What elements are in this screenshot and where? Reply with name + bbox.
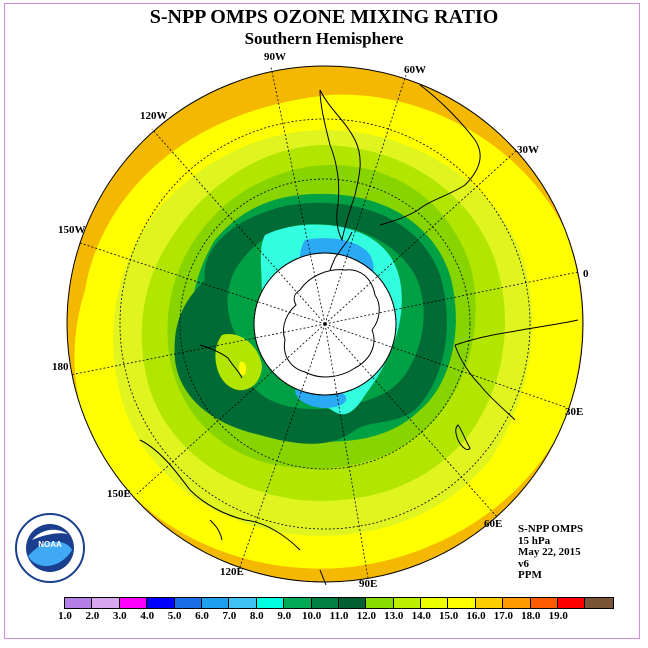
lon-label-0: 0	[583, 268, 589, 280]
colorbar-swatch	[338, 598, 367, 608]
colorbar-swatch	[503, 598, 531, 608]
coast-madagascar	[455, 424, 471, 451]
figure-frame	[4, 3, 640, 639]
colorbar-label: 15.0	[438, 610, 459, 622]
lon-label-150e: 150E	[107, 488, 131, 500]
info-date: May 22, 2015	[518, 546, 581, 558]
colorbar-swatch	[311, 598, 339, 608]
lon-label-60e: 60E	[484, 518, 503, 530]
lon-label-90w: 90W	[264, 51, 286, 63]
colorbar-swatch	[256, 598, 285, 608]
lon-label-150w: 150W	[58, 224, 86, 236]
colorbar-label: 18.0	[521, 610, 541, 622]
contour-lime-island	[215, 334, 262, 391]
colorbar-swatch	[92, 598, 120, 608]
lon-label-30w: 30W	[517, 144, 539, 156]
colorbar-label: 19.0	[548, 610, 568, 622]
colorbar-label: 5.0	[167, 610, 182, 622]
colorbar-swatch	[65, 598, 93, 608]
map-title: S-NPP OMPS OZONE MIXING RATIO	[149, 6, 499, 28]
info-block: S-NPP OMPS 15 hPa May 22, 2015 v6 PPM	[518, 523, 584, 582]
logo-text: NOAA	[38, 540, 62, 549]
colorbar-swatch	[421, 598, 449, 608]
colorbar-label: 2.0	[85, 610, 100, 622]
info-level: 15 hPa	[518, 534, 551, 547]
colorbar-label: 14.0	[411, 610, 431, 622]
coast-antarctic-peninsula	[329, 231, 353, 271]
colorbar	[64, 597, 614, 609]
colorbar-swatch	[448, 598, 476, 608]
colorbar-label: 13.0	[384, 610, 404, 622]
colorbar-label: 16.0	[466, 610, 486, 622]
colorbar-label: 17.0	[493, 610, 514, 622]
colorbar-swatch	[558, 598, 586, 608]
colorbar-swatch	[147, 598, 175, 608]
colorbar-label: 1.0	[58, 610, 72, 622]
lon-label-90e: 90E	[359, 578, 378, 590]
coast-australia	[139, 439, 301, 551]
map-subtitle: Southern Hemisphere	[244, 29, 404, 48]
colorbar-swatch	[229, 598, 257, 608]
lon-label-120e: 120E	[220, 566, 244, 578]
colorbar-label: 6.0	[195, 610, 209, 622]
colorbar-label: 8.0	[249, 610, 264, 622]
colorbar-swatch	[366, 598, 394, 608]
coast-south-america	[319, 89, 361, 242]
colorbar-label: 7.0	[222, 610, 237, 622]
lon-label-120w: 120W	[140, 110, 168, 122]
noaa-logo: NOAA	[15, 513, 85, 583]
colorbar-swatch	[284, 598, 312, 608]
colorbar-label: 4.0	[140, 610, 155, 622]
colorbar-swatch	[530, 598, 559, 608]
colorbar-swatch	[201, 598, 230, 608]
lon-label-180: 180	[52, 361, 69, 373]
colorbar-swatch	[585, 598, 613, 608]
colorbar-label: 3.0	[112, 610, 127, 622]
colorbar-swatch	[119, 598, 148, 608]
colorbar-label: 12.0	[356, 610, 377, 622]
colorbar-label: 9.0	[277, 610, 292, 622]
info-units: PPM	[518, 569, 542, 581]
coast-south-america-east	[379, 84, 481, 226]
coast-africa	[454, 319, 579, 421]
colorbar-swatch	[174, 598, 202, 608]
lon-label-30e: 30E	[565, 406, 584, 418]
info-version: v6	[518, 557, 529, 570]
coast-antarctica	[282, 269, 380, 378]
colorbar-swatch	[393, 598, 422, 608]
coast-new-zealand	[199, 344, 243, 379]
coastlines	[139, 84, 579, 586]
graticule	[69, 66, 579, 579]
info-instrument: S-NPP OMPS	[518, 523, 584, 535]
colorbar-label: 10.0	[301, 610, 322, 622]
contour-yellow-spot	[239, 361, 247, 376]
coast-small-islands	[209, 519, 327, 586]
colorbar-label: 11.0	[329, 610, 349, 622]
colorbar-swatch	[475, 598, 504, 608]
lon-label-60w: 60W	[404, 64, 426, 76]
